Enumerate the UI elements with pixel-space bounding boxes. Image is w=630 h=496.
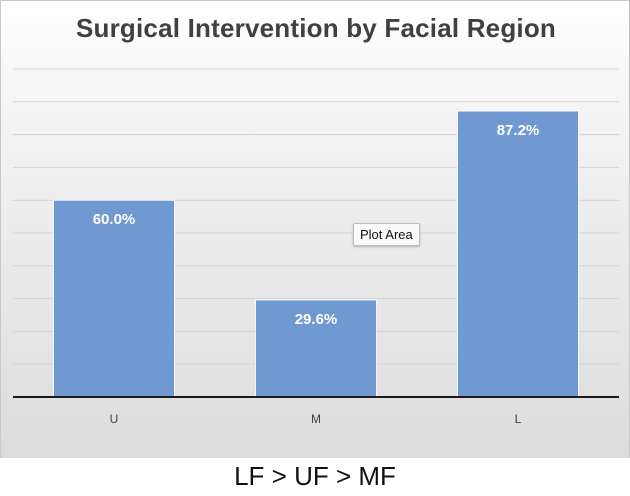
data-label-M: 29.6% bbox=[295, 311, 338, 328]
x-tick-label-L: L bbox=[515, 412, 522, 426]
bar-L[interactable] bbox=[456, 110, 580, 398]
x-tick-label-M: M bbox=[311, 412, 321, 426]
chart-title: Surgical Intervention by Facial Region bbox=[75, 13, 557, 43]
plot-area[interactable]: 60.0% U 29.6% M 87.2% L bbox=[1, 1, 630, 461]
footer-note: LF > UF > MF bbox=[0, 458, 630, 496]
data-label-U: 60.0% bbox=[93, 211, 136, 228]
data-label-L: 87.2% bbox=[497, 122, 540, 139]
bar-U[interactable] bbox=[52, 199, 176, 398]
plot-area-tooltip: Plot Area bbox=[353, 223, 420, 246]
bar-M[interactable] bbox=[254, 299, 378, 398]
x-tick-label-U: U bbox=[110, 412, 119, 426]
